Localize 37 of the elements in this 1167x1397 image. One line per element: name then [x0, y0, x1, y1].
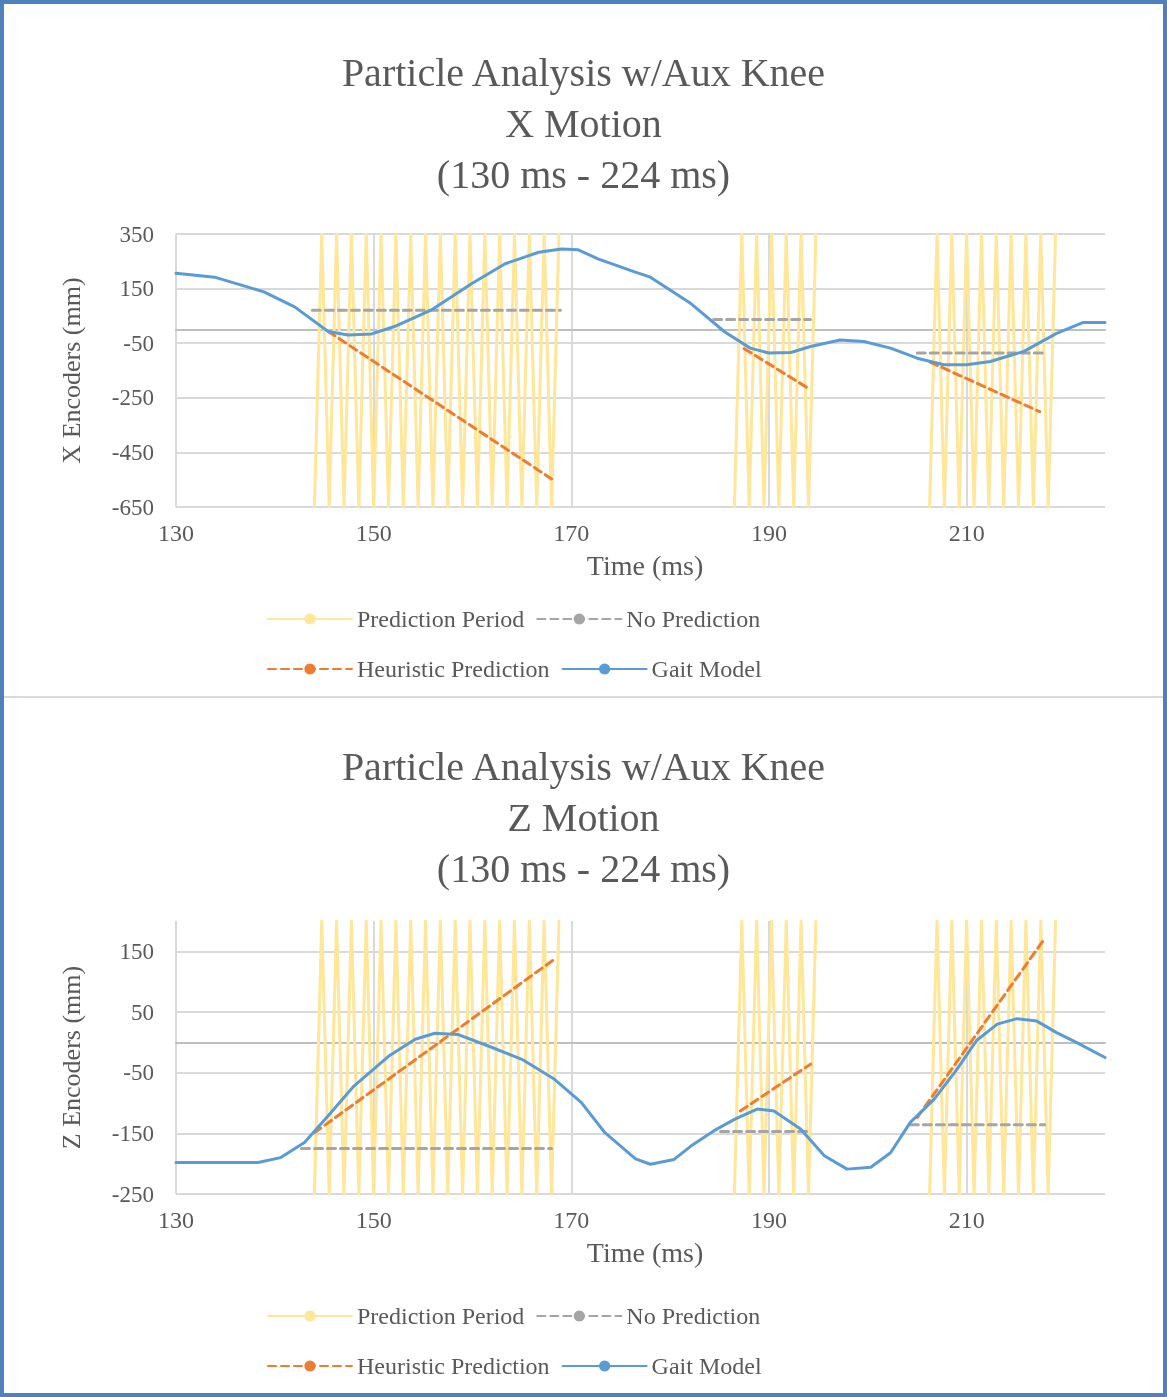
- legend-label: No Prediction: [626, 606, 761, 632]
- chart-title: Particle Analysis w/Aux Knee Z Motion (130 ms - 224 ms): [341, 744, 826, 891]
- y-tick-label: -50: [123, 1060, 154, 1086]
- x-tick-label: 210: [948, 520, 985, 546]
- legend-label: Gait Model: [651, 1353, 762, 1379]
- y-axis-title: X Encoders (mm): [56, 277, 86, 464]
- legend-label: No Prediction: [626, 1303, 761, 1329]
- chart-title: Particle Analysis w/Aux Knee X Motion (130 ms - 224 ms): [341, 50, 826, 197]
- x-tick-label: 130: [158, 520, 194, 546]
- y-tick-label: 350: [119, 221, 154, 247]
- legend-label: Heuristic Prediction: [357, 1353, 550, 1379]
- x-tick-label: 170: [553, 1207, 590, 1233]
- y-axis-title: Z Encoders (mm): [56, 965, 86, 1150]
- y-tick-label: 150: [119, 938, 154, 964]
- line-series: [174, 1017, 1107, 1171]
- legend-label: Heuristic Prediction: [357, 656, 550, 682]
- y-tick-label: -450: [111, 439, 154, 465]
- x-tick-label: 210: [948, 1207, 985, 1233]
- x-tick-label: 150: [355, 520, 392, 546]
- y-tick-label: -150: [111, 1120, 154, 1146]
- x-tick-label: 190: [750, 1207, 787, 1233]
- y-tick-label: 150: [119, 276, 154, 302]
- y-tick-label: -650: [111, 494, 154, 520]
- x-tick-label: 130: [158, 1207, 194, 1233]
- line-series: [174, 247, 1107, 367]
- x-tick-label: 190: [750, 520, 787, 546]
- legend-label: Prediction Period: [357, 606, 525, 632]
- x-tick-label: 170: [553, 520, 590, 546]
- x-axis-title: Time (ms): [586, 1236, 704, 1268]
- y-tick-label: -50: [123, 330, 154, 356]
- y-tick-label: 50: [131, 999, 154, 1025]
- legend-label: Gait Model: [651, 656, 762, 682]
- legend-label: Prediction Period: [357, 1303, 525, 1329]
- x-axis-title: Time (ms): [586, 549, 704, 581]
- x-tick-label: 150: [355, 1207, 392, 1233]
- y-tick-label: -250: [111, 1181, 154, 1207]
- y-tick-label: -250: [111, 385, 154, 411]
